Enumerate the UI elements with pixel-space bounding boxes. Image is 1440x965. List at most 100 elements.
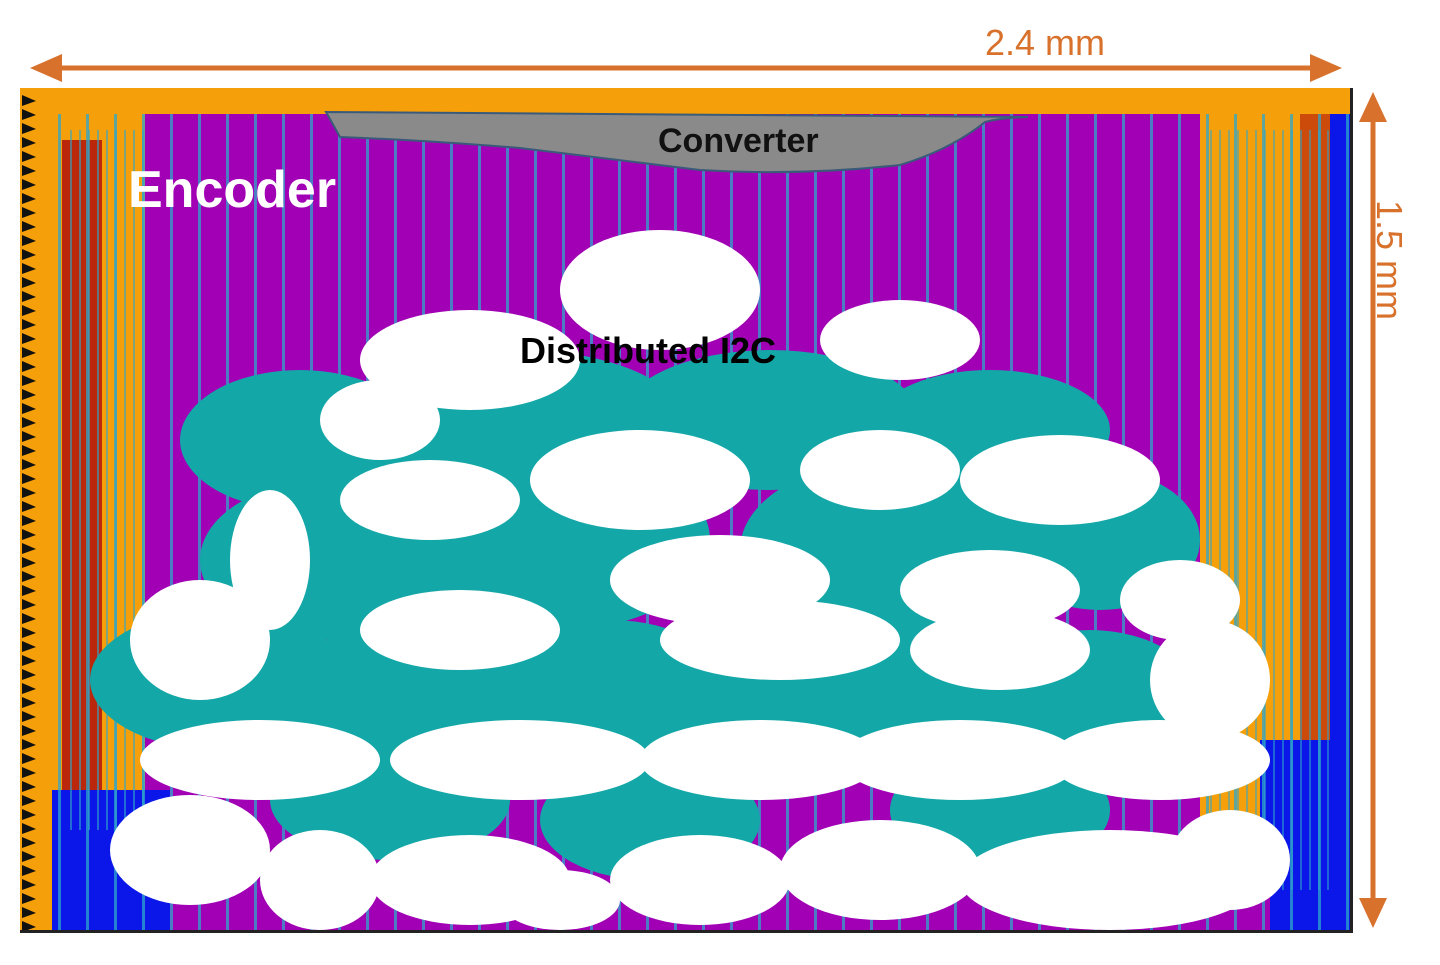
height-dimension-arrow — [1359, 92, 1387, 928]
routing-stripe — [86, 112, 89, 930]
pad-tooth — [22, 459, 36, 470]
pad-tooth — [22, 263, 36, 274]
left-dense-stripe — [97, 130, 99, 830]
left-dense-stripe — [133, 130, 135, 830]
pad-tooth — [22, 207, 36, 218]
pad-tooth — [22, 333, 36, 344]
pad-tooth — [22, 739, 36, 750]
right-dense-stripe — [1327, 130, 1329, 890]
i2c-white-area — [660, 600, 900, 680]
right-dense-stripe — [1228, 130, 1230, 890]
right-dense-stripe — [1291, 130, 1293, 890]
pad-tooth — [22, 305, 36, 316]
i2c-white-area — [340, 460, 520, 540]
pad-tooth — [22, 221, 36, 232]
i2c-white-area — [800, 430, 960, 510]
left-pad-teeth — [22, 95, 36, 932]
converter-block — [324, 110, 1029, 174]
pad-tooth — [22, 291, 36, 302]
pad-tooth — [22, 767, 36, 778]
pad-tooth — [22, 865, 36, 876]
routing-stripe — [730, 112, 733, 930]
pad-tooth — [22, 403, 36, 414]
pad-tooth — [22, 445, 36, 456]
i2c-white-area — [320, 380, 440, 460]
pad-tooth — [22, 683, 36, 694]
pad-tooth — [22, 879, 36, 890]
i2c-white-area — [780, 820, 980, 920]
pad-tooth — [22, 697, 36, 708]
i2c-white-area — [560, 230, 760, 350]
i2c-white-area — [1050, 720, 1270, 800]
right-dense-stripe — [1282, 130, 1284, 890]
pad-tooth — [22, 193, 36, 204]
pad-tooth — [22, 781, 36, 792]
i2c-white-area — [840, 720, 1080, 800]
right-dense-stripe — [1300, 130, 1302, 890]
pad-tooth — [22, 907, 36, 918]
i2c-white-area — [820, 300, 980, 380]
right-dense-stripe — [1318, 130, 1320, 890]
pad-tooth — [22, 627, 36, 638]
pad-tooth — [22, 431, 36, 442]
i2c-white-area — [360, 310, 580, 410]
routing-stripe — [198, 112, 201, 930]
pad-tooth — [22, 417, 36, 428]
pad-tooth — [22, 375, 36, 386]
left-dense-stripe — [142, 130, 144, 830]
pad-tooth — [22, 123, 36, 134]
encoder-label: Encoder — [128, 161, 337, 219]
pad-tooth — [22, 753, 36, 764]
pad-tooth — [22, 599, 36, 610]
pad-tooth — [22, 235, 36, 246]
pad-tooth — [22, 137, 36, 148]
i2c-white-area — [130, 580, 270, 700]
left-dense-stripe — [106, 130, 108, 830]
pad-tooth — [22, 809, 36, 820]
pad-tooth — [22, 473, 36, 484]
pad-tooth — [22, 151, 36, 162]
i2c-white-area — [640, 720, 880, 800]
pad-tooth — [22, 543, 36, 554]
pad-tooth — [22, 711, 36, 722]
i2c-white-area — [610, 835, 790, 925]
distributed-i2c-region — [90, 230, 1290, 930]
left-dense-stripe — [124, 130, 126, 830]
pad-tooth — [22, 529, 36, 540]
i2c-white-area — [910, 610, 1090, 690]
right-dense-stripe — [1210, 130, 1212, 890]
i2c-white-area — [500, 870, 620, 930]
pad-tooth — [22, 837, 36, 848]
left-dense-stripe — [88, 130, 90, 830]
pad-tooth — [22, 389, 36, 400]
pad-tooth — [22, 347, 36, 358]
pad-tooth — [22, 515, 36, 526]
left-dense-stripe — [115, 130, 117, 830]
pad-tooth — [22, 109, 36, 120]
pad-tooth — [22, 557, 36, 568]
i2c-white-area — [360, 590, 560, 670]
pad-tooth — [22, 655, 36, 666]
width-dimension-label: 2.4 mm — [985, 22, 1106, 63]
i2c-white-area — [900, 550, 1080, 630]
pad-tooth — [22, 795, 36, 806]
top-supply-rail — [46, 88, 1352, 114]
routing-stripe — [1206, 112, 1209, 930]
pad-tooth — [22, 851, 36, 862]
pad-tooth — [22, 571, 36, 582]
pad-tooth — [22, 487, 36, 498]
pad-tooth — [22, 501, 36, 512]
die-area — [50, 112, 1352, 930]
right-dense-stripe — [1246, 130, 1248, 890]
pad-tooth — [22, 277, 36, 288]
pad-tooth — [22, 361, 36, 372]
i2c-white-area — [1170, 810, 1290, 910]
routing-stripe — [1234, 112, 1237, 930]
i2c-white-area — [140, 720, 380, 800]
pad-tooth — [22, 165, 36, 176]
i2c-white-area — [530, 430, 750, 530]
pad-tooth — [22, 585, 36, 596]
pad-tooth — [22, 921, 36, 932]
